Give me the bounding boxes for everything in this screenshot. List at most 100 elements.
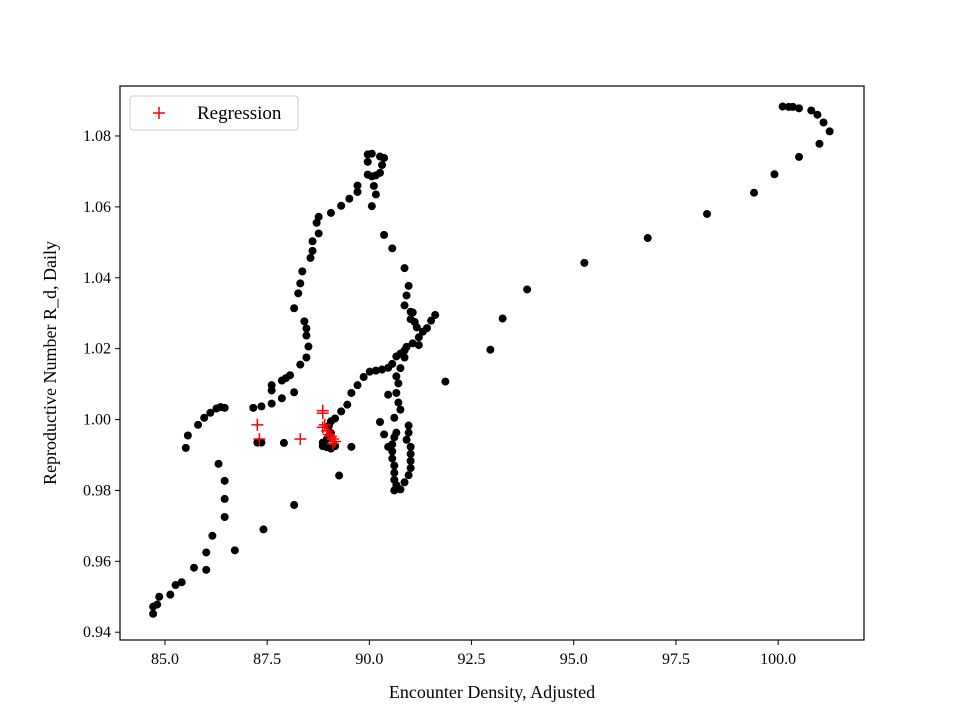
data-point xyxy=(643,234,652,243)
data-point xyxy=(423,324,432,333)
regression-point xyxy=(318,418,331,431)
data-point xyxy=(294,289,303,298)
data-point xyxy=(345,194,354,203)
data-point xyxy=(414,341,423,350)
x-tick-label: 85.0 xyxy=(151,651,179,668)
data-point xyxy=(347,388,356,397)
y-axis-label: Reproductive Number R_d, Daily xyxy=(40,241,60,485)
data-point xyxy=(337,201,346,210)
data-point xyxy=(390,461,399,470)
data-point xyxy=(384,363,393,372)
data-point xyxy=(267,381,276,390)
data-point xyxy=(523,285,532,294)
y-tick-label: 0.98 xyxy=(83,482,111,499)
data-point xyxy=(206,408,215,417)
data-point xyxy=(220,494,229,503)
data-point xyxy=(312,218,321,227)
data-point xyxy=(414,333,423,342)
x-tick-label: 95.0 xyxy=(560,651,588,668)
data-point xyxy=(363,157,372,166)
regression-point xyxy=(316,407,329,420)
y-tick-label: 0.96 xyxy=(83,553,111,570)
data-point xyxy=(394,398,403,407)
data-point xyxy=(220,476,229,485)
regression-point xyxy=(329,435,342,448)
data-point xyxy=(378,161,387,170)
data-point xyxy=(214,459,223,468)
data-point xyxy=(402,291,411,300)
legend-plus-icon xyxy=(153,107,165,119)
data-point xyxy=(408,339,417,348)
data-point xyxy=(378,365,387,374)
regression-point xyxy=(253,433,266,446)
data-point xyxy=(441,377,450,386)
y-tick-label: 1.08 xyxy=(83,128,111,145)
data-point xyxy=(304,342,313,351)
data-point xyxy=(396,405,405,414)
data-point xyxy=(314,229,323,238)
data-point xyxy=(249,403,258,412)
data-point xyxy=(388,244,397,253)
data-point xyxy=(200,413,209,422)
data-point xyxy=(371,190,380,199)
data-point xyxy=(166,590,175,599)
data-point xyxy=(404,421,413,430)
x-tick-label: 90.0 xyxy=(355,651,383,668)
data-point xyxy=(412,323,421,332)
data-point xyxy=(149,609,158,618)
data-point xyxy=(400,301,409,310)
data-point xyxy=(815,139,824,148)
data-point xyxy=(404,471,413,480)
y-tick-label: 1.02 xyxy=(83,341,111,358)
data-point xyxy=(369,181,378,190)
x-tick-label: 100.0 xyxy=(760,651,796,668)
data-point xyxy=(402,435,411,444)
data-point xyxy=(400,353,409,362)
data-point xyxy=(408,308,417,317)
data-point xyxy=(353,187,362,196)
data-point xyxy=(392,388,401,397)
data-point xyxy=(314,212,323,221)
data-point xyxy=(392,428,401,437)
data-point xyxy=(353,181,362,190)
data-point xyxy=(194,420,203,429)
data-point xyxy=(498,314,507,323)
x-axis: 85.0 87.5 90.0 92.5 95.0 97.5 100.0 xyxy=(151,640,796,668)
data-point xyxy=(353,381,362,390)
data-point xyxy=(220,403,229,412)
x-axis-label: Encounter Density, Adjusted xyxy=(389,682,595,702)
data-point xyxy=(290,500,299,509)
y-tick-label: 1.06 xyxy=(83,199,111,216)
data-point xyxy=(302,324,311,333)
data-point xyxy=(380,230,389,239)
data-point xyxy=(367,172,376,181)
data-point xyxy=(784,102,793,111)
data-point xyxy=(380,430,389,439)
data-point xyxy=(220,513,229,522)
data-point xyxy=(388,454,397,463)
data-point xyxy=(388,440,397,449)
data-point xyxy=(367,202,376,211)
data-point xyxy=(703,209,712,218)
legend: Regression xyxy=(129,95,299,131)
data-point xyxy=(380,153,389,162)
data-point xyxy=(384,390,393,399)
data-point xyxy=(181,443,190,452)
data-point xyxy=(404,281,413,290)
y-tick-label: 1.00 xyxy=(83,412,111,429)
legend-marker-regression xyxy=(153,107,165,119)
data-point xyxy=(202,548,211,557)
data-point xyxy=(795,152,804,161)
data-point xyxy=(300,317,309,326)
regression-point xyxy=(251,418,264,431)
data-point xyxy=(431,310,440,319)
data-point xyxy=(365,367,374,376)
y-tick-label: 1.04 xyxy=(83,270,111,287)
data-point xyxy=(302,353,311,362)
x-tick-label: 97.5 xyxy=(662,651,690,668)
data-point xyxy=(308,246,317,255)
data-point xyxy=(427,316,436,325)
data-point xyxy=(208,531,217,540)
data-point xyxy=(359,373,368,382)
data-point xyxy=(286,371,295,380)
